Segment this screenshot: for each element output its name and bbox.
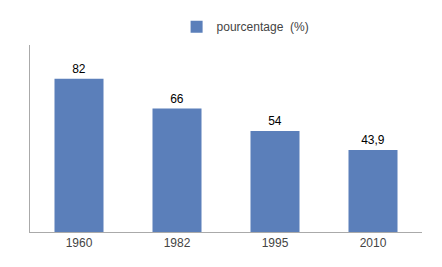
svg-text:66: 66: [170, 92, 184, 106]
svg-text:1982: 1982: [164, 236, 191, 250]
svg-text:pourcentage (%): pourcentage (%): [217, 20, 309, 34]
svg-text:2010: 2010: [360, 236, 387, 250]
svg-text:43,9: 43,9: [361, 133, 385, 147]
svg-text:54: 54: [268, 114, 282, 128]
svg-text:1995: 1995: [262, 236, 289, 250]
svg-text:1960: 1960: [66, 236, 93, 250]
svg-text:82: 82: [72, 62, 86, 76]
